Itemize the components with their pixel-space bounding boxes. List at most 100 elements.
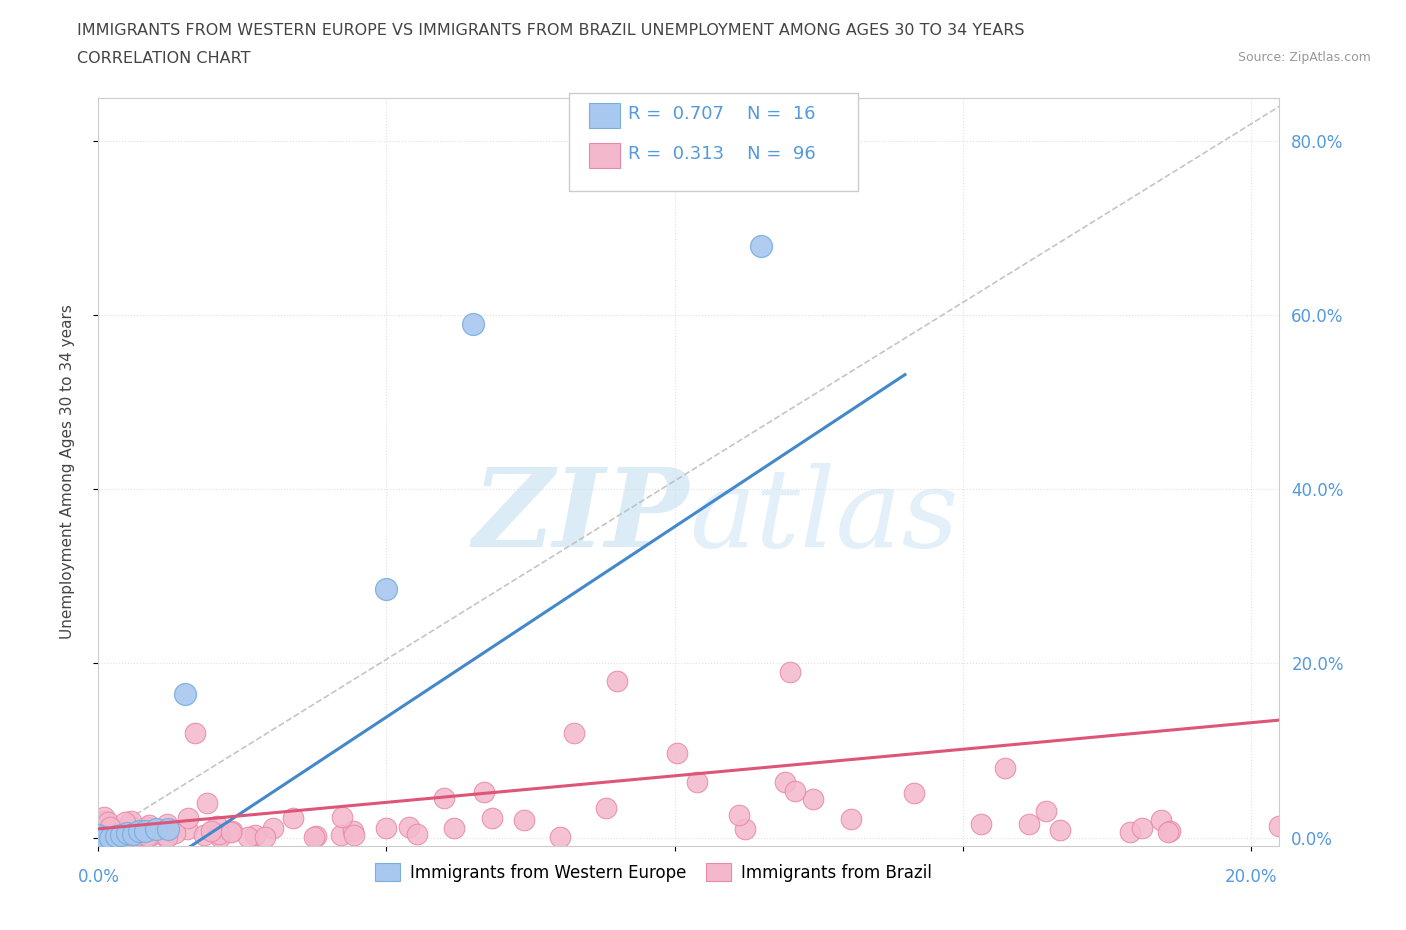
Point (127, 826, 149, 841)
Point (433, 790, 456, 805)
Point (195, 795, 218, 810)
Point (775, 775, 797, 790)
Point (406, 827, 429, 842)
Point (125, 829, 148, 844)
Point (183, 725, 205, 740)
Point (330, 828, 353, 843)
Point (208, 830, 231, 844)
Legend: Immigrants from Western Europe, Immigrants from Brazil: Immigrants from Western Europe, Immigran… (370, 858, 938, 886)
Point (481, 811, 503, 826)
Point (87, 830, 110, 845)
Point (994, 760, 1017, 775)
Point (131, 822, 153, 837)
Point (135, 829, 157, 844)
Point (96, 825, 118, 840)
Point (839, 811, 862, 826)
Point (513, 813, 536, 828)
Point (749, 238, 772, 253)
Point (1035, 804, 1057, 818)
Point (91, 825, 114, 840)
Point (193, 828, 215, 843)
Point (110, 828, 132, 843)
Point (606, 673, 628, 688)
Point (779, 665, 801, 680)
Point (970, 817, 993, 831)
Point (443, 820, 465, 835)
Point (156, 830, 179, 844)
Point (122, 827, 145, 842)
Point (93, 809, 115, 824)
Point (138, 824, 160, 839)
Point (120, 814, 142, 829)
Point (221, 824, 243, 839)
Point (666, 745, 689, 760)
Point (305, 828, 328, 843)
Point (104, 829, 127, 844)
Text: IMMIGRANTS FROM WESTERN EUROPE VS IMMIGRANTS FROM BRAZIL UNEMPLOYMENT AMONG AGES: IMMIGRANTS FROM WESTERN EUROPE VS IMMIGR… (77, 23, 1025, 38)
Point (903, 785, 925, 800)
Point (1118, 824, 1140, 839)
Point (461, 316, 484, 331)
Point (1130, 821, 1153, 836)
Point (138, 818, 160, 833)
Point (342, 824, 364, 839)
Point (727, 807, 749, 822)
Point (686, 775, 709, 790)
Point (200, 824, 222, 839)
Point (145, 821, 167, 836)
Point (343, 828, 366, 843)
Point (253, 830, 276, 844)
Point (115, 823, 138, 838)
Text: R =  0.313    N =  96: R = 0.313 N = 96 (628, 145, 817, 164)
Point (111, 828, 134, 843)
Point (1157, 825, 1180, 840)
Point (135, 825, 157, 840)
Point (803, 791, 825, 806)
Point (115, 826, 138, 841)
Point (98, 830, 121, 845)
Text: 20.0%: 20.0% (1225, 868, 1277, 886)
Point (101, 830, 124, 845)
Point (1150, 812, 1173, 827)
Point (173, 686, 195, 701)
Text: R =  0.707    N =  16: R = 0.707 N = 16 (628, 105, 815, 124)
Point (155, 829, 177, 844)
Text: CORRELATION CHART: CORRELATION CHART (77, 51, 250, 66)
Point (90, 827, 112, 842)
Point (121, 828, 143, 843)
Point (1018, 817, 1040, 831)
Point (97, 815, 120, 830)
Point (472, 784, 495, 799)
Point (136, 819, 159, 834)
Point (129, 830, 152, 844)
Point (281, 811, 304, 826)
Point (398, 819, 420, 834)
Text: Source: ZipAtlas.com: Source: ZipAtlas.com (1237, 51, 1371, 64)
Point (562, 725, 585, 740)
Point (262, 820, 284, 835)
Point (176, 821, 198, 836)
Point (118, 816, 141, 830)
Point (548, 830, 571, 844)
Point (100, 820, 122, 835)
Point (104, 825, 127, 840)
Point (155, 817, 177, 831)
Text: 0.0%: 0.0% (77, 868, 120, 886)
Point (93, 830, 115, 844)
Point (177, 810, 200, 825)
Point (139, 829, 162, 844)
Point (302, 830, 325, 845)
Point (595, 800, 617, 815)
Point (134, 823, 156, 838)
Point (93, 830, 115, 844)
Point (1049, 823, 1071, 838)
Point (87, 828, 110, 843)
Point (120, 828, 142, 843)
Point (219, 824, 242, 839)
Point (136, 829, 159, 844)
Point (103, 828, 125, 843)
Point (115, 828, 138, 843)
Point (236, 830, 259, 844)
Point (1159, 824, 1181, 839)
Text: ZIP: ZIP (472, 463, 689, 571)
